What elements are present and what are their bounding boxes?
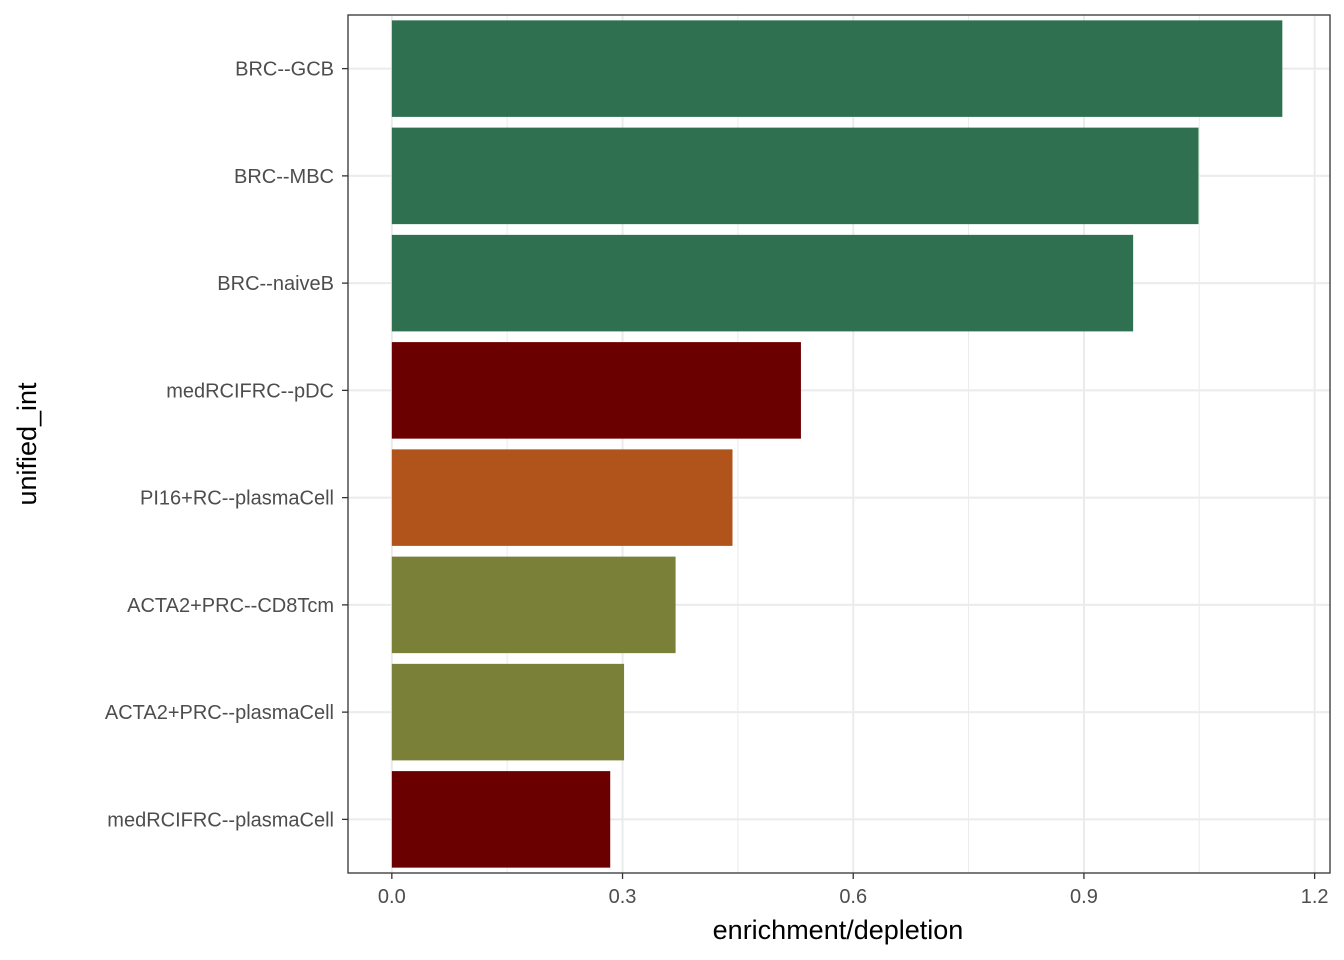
y-axis-title: unified_int: [12, 382, 42, 506]
bar: [391, 127, 1199, 225]
bar: [391, 771, 611, 868]
bar: [391, 449, 733, 546]
panel-border: [347, 14, 1331, 874]
x-tick-label: 0.9: [1070, 886, 1098, 908]
y-tick-label: BRC--naiveB: [217, 273, 334, 295]
x-axis: 0.0 0.3 0.6 0.9 1.2: [378, 873, 1329, 908]
x-axis-title: enrichment/depletion: [713, 915, 964, 945]
bar: [391, 234, 1134, 332]
bar: [391, 556, 676, 654]
y-tick-label: medRCIFRC--plasmaCell: [107, 809, 334, 831]
y-tick-label: ACTA2+PRC--plasmaCell: [105, 702, 334, 724]
bar: [391, 663, 625, 761]
y-tick-label: ACTA2+PRC--CD8Tcm: [127, 595, 334, 617]
y-tick-label: BRC--MBC: [234, 166, 334, 188]
y-tick-label: BRC--GCB: [235, 59, 334, 81]
y-tick-label: PI16+RC--plasmaCell: [140, 488, 334, 510]
y-tick-label: medRCIFRC--pDC: [166, 380, 334, 402]
y-axis: BRC--GCB BRC--MBC BRC--naiveB medRCIFRC--pD…: [105, 59, 348, 831]
bar: [391, 20, 1283, 117]
x-tick-label: 0.0: [378, 886, 406, 908]
x-tick-label: 0.3: [609, 886, 637, 908]
bar: [391, 342, 801, 439]
x-tick-label: 0.6: [839, 886, 867, 908]
bars: [391, 20, 1283, 868]
x-tick-label: 1.2: [1301, 886, 1329, 908]
